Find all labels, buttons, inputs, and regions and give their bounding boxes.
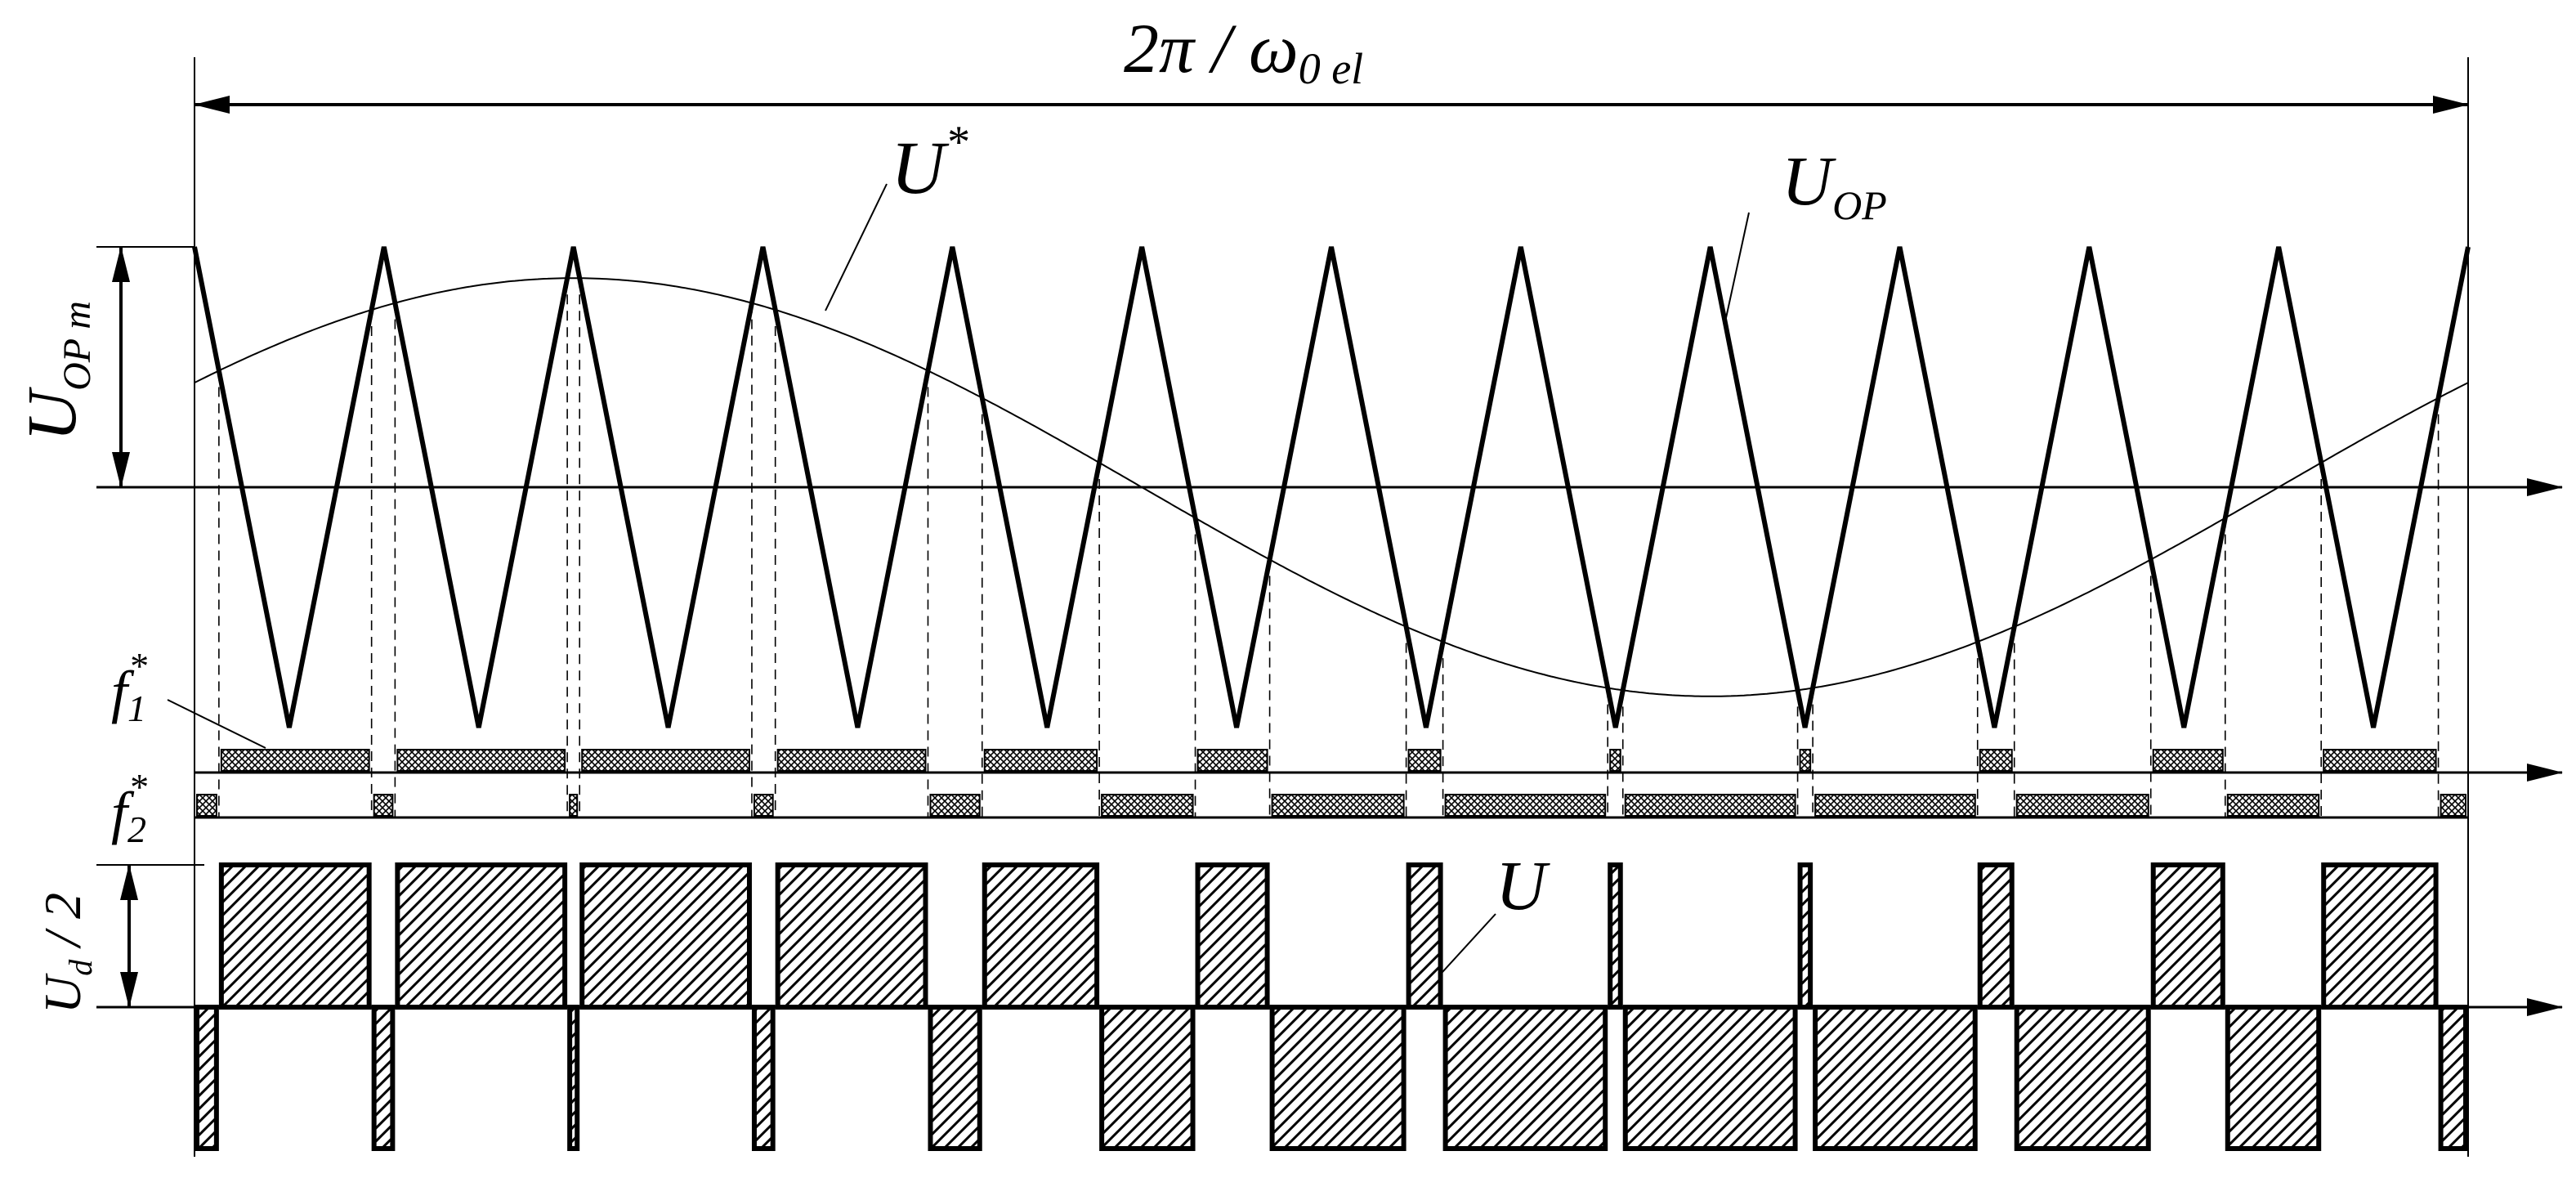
f2-on-pulse bbox=[2440, 794, 2467, 817]
f1-on-pulse bbox=[581, 749, 750, 772]
f2-on-pulse bbox=[2226, 794, 2320, 817]
output-positive-pulse bbox=[1195, 862, 1270, 1010]
output-negative-pulse bbox=[928, 1005, 982, 1151]
f1-on-pulse bbox=[396, 749, 566, 772]
f1-on-pulse bbox=[1407, 749, 1442, 772]
output-negative-pulse bbox=[1269, 1005, 1407, 1151]
f2-on-pulse bbox=[1624, 794, 1796, 817]
output-positive-pulse bbox=[579, 862, 752, 1010]
output-negative-pulse bbox=[1622, 1005, 1798, 1151]
output-positive-pulse bbox=[982, 862, 1100, 1010]
f2-on-pulse bbox=[373, 794, 394, 817]
f1-on-pulse bbox=[1799, 749, 1812, 772]
carrier-label: UOP bbox=[1782, 141, 1887, 228]
output-voltage-waveform bbox=[195, 862, 2469, 1151]
switching-guide-lines bbox=[218, 278, 2440, 817]
f2-on-pulse bbox=[196, 794, 217, 817]
f1-on-pulse bbox=[776, 749, 927, 772]
output-negative-pulse bbox=[1442, 1005, 1608, 1151]
f2-label: f2* bbox=[111, 766, 147, 850]
output-positive-pulse bbox=[1797, 862, 1813, 1010]
output-positive-pulse bbox=[2321, 862, 2439, 1010]
output-negative-pulse bbox=[2014, 1005, 2151, 1151]
output-negative-pulse bbox=[2225, 1005, 2322, 1151]
f2-on-pulse bbox=[929, 794, 981, 817]
f2-on-pulse bbox=[569, 794, 579, 817]
f1-on-pulse bbox=[220, 749, 370, 772]
reference-sine-wave bbox=[194, 277, 2469, 697]
f2-on-pulse bbox=[1814, 794, 1976, 817]
f1-on-pulse bbox=[1979, 749, 2013, 772]
output-positive-pulse bbox=[2150, 862, 2225, 1010]
f2-on-pulse bbox=[753, 794, 774, 817]
period-label: 2π / ω0 el bbox=[1124, 9, 1363, 93]
carrier-triangle-wave bbox=[192, 246, 2471, 728]
f2-switching-signal bbox=[196, 794, 2467, 817]
output-negative-pulse bbox=[751, 1005, 776, 1151]
f1-on-pulse bbox=[2323, 749, 2437, 772]
output-negative-pulse bbox=[1813, 1005, 1978, 1151]
output-positive-pulse bbox=[1977, 862, 2015, 1010]
output-positive-pulse bbox=[1406, 862, 1443, 1010]
f2-on-pulse bbox=[1101, 794, 1194, 817]
output-negative-pulse bbox=[195, 1005, 219, 1151]
f1-switching-signal bbox=[220, 749, 2437, 772]
output-negative-pulse bbox=[2438, 1005, 2469, 1151]
output-negative-pulse bbox=[371, 1005, 396, 1151]
carrier-leader-line bbox=[1724, 212, 1750, 326]
reference-leader-line bbox=[825, 183, 888, 311]
half-dc-label: Ud / 2 bbox=[34, 893, 99, 1014]
f1-label: f1* bbox=[111, 645, 147, 729]
f2-on-pulse bbox=[1271, 794, 1405, 817]
f1-on-pulse bbox=[1609, 749, 1621, 772]
amplitude-label: UOP m bbox=[12, 301, 99, 441]
f2-on-pulse bbox=[1444, 794, 1607, 817]
output-positive-pulse bbox=[775, 862, 928, 1010]
output-positive-pulse bbox=[218, 862, 372, 1010]
reference-label: U* bbox=[891, 117, 968, 209]
output-negative-pulse bbox=[1099, 1005, 1196, 1151]
f1-on-pulse bbox=[2152, 749, 2224, 772]
output-leader-line bbox=[1433, 913, 1496, 982]
output-label: U bbox=[1496, 846, 1550, 925]
f2-on-pulse bbox=[2015, 794, 2149, 817]
output-positive-pulse bbox=[395, 862, 568, 1010]
f1-on-pulse bbox=[1196, 749, 1268, 772]
output-positive-pulse bbox=[1608, 862, 1623, 1010]
f1-on-pulse bbox=[983, 749, 1098, 772]
f1-leader-line bbox=[167, 699, 266, 749]
output-negative-pulse bbox=[567, 1005, 580, 1151]
